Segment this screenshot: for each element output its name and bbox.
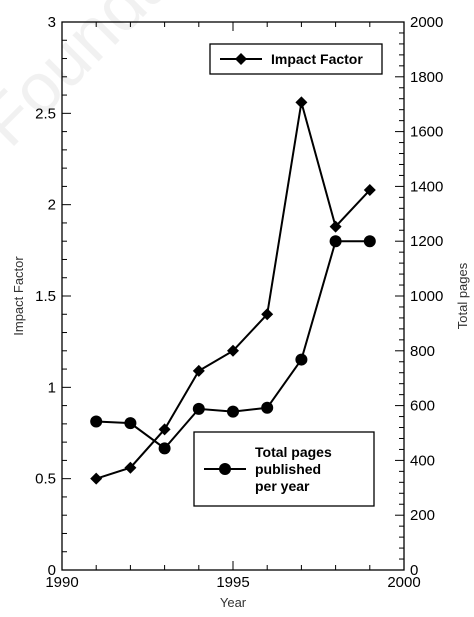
y-left-tick-label: 3: [48, 14, 56, 31]
y-right-tick-label: 1600: [410, 124, 443, 141]
x-axis-title: Year: [220, 595, 247, 610]
legend-marker: [235, 53, 247, 65]
impact-factor-series-line: [95, 102, 371, 480]
x-tick-label: 2000: [387, 574, 420, 591]
legend-label: Total pages: [255, 444, 332, 460]
impact-factor-point: [227, 344, 239, 357]
y-right-tick-label: 400: [410, 452, 435, 469]
impact-factor-point: [158, 423, 171, 436]
total-pages-point: [192, 402, 205, 415]
total-pages-point: [363, 235, 376, 248]
impact-factor-point: [295, 96, 308, 109]
x-tick-label: 1990: [45, 574, 78, 591]
y-right-tick-label: 1000: [410, 288, 443, 305]
y-left-tick-label: 2: [48, 197, 56, 214]
total-pages-point: [329, 235, 342, 248]
impact-factor-point: [192, 364, 205, 377]
legend-marker: [219, 463, 231, 475]
y-right-tick-label: 800: [410, 343, 435, 360]
y-left-tick-label: 0.5: [35, 471, 56, 488]
total-pages-point: [227, 405, 239, 418]
y-right-tick-label: 600: [410, 398, 435, 415]
impact-factor-point: [261, 308, 274, 321]
series-layer: [90, 96, 376, 485]
y-right-tick-label: 2000: [410, 14, 443, 31]
y-left-tick-label: 1.5: [35, 288, 56, 305]
x-tick-label: 1995: [216, 574, 249, 591]
y-right-tick-label: 1800: [410, 69, 443, 86]
legend-label: published: [255, 461, 321, 477]
total-pages-point: [158, 442, 171, 455]
y-left-tick-label: 2.5: [35, 105, 56, 122]
impact-factor-point: [124, 461, 137, 474]
y-right-tick-label: 200: [410, 507, 435, 524]
total-pages-point: [261, 401, 274, 414]
y-left-tick-label: 0: [48, 562, 56, 579]
legend-label: per year: [255, 478, 310, 494]
impact-factor-point: [90, 472, 103, 485]
legend-label: Impact Factor: [271, 51, 363, 67]
y-right-tick-label: 0: [410, 562, 418, 579]
watermark-text: Foundation: [0, 0, 268, 161]
axes-layer: 1990 1995 200000.511.522.53020040060080010…: [35, 14, 443, 591]
y-right-tick-label: 1400: [410, 178, 443, 195]
impact-factor-point: [329, 220, 342, 233]
y-left-tick-label: 1: [48, 379, 56, 396]
y-left-axis-title: Impact Factor: [11, 256, 26, 336]
total-pages-point: [295, 353, 308, 366]
y-right-axis-title: Total pages: [455, 262, 470, 329]
y-right-tick-label: 1200: [410, 233, 443, 250]
impact-factor-point: [363, 184, 376, 197]
total-pages-point: [90, 415, 103, 428]
total-pages-point: [124, 417, 137, 430]
